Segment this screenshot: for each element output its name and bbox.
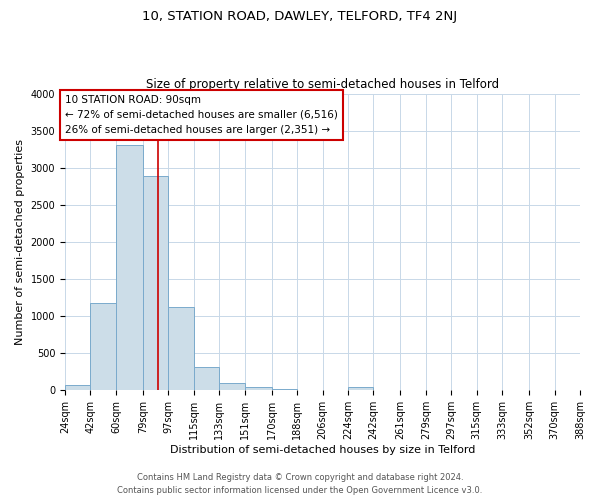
Bar (219, 383, 245, 390)
Text: 10 STATION ROAD: 90sqm
← 72% of semi-detached houses are smaller (6,516)
26% of : 10 STATION ROAD: 90sqm ← 72% of semi-det… (65, 95, 338, 134)
Bar (194, 366, 219, 390)
X-axis label: Distribution of semi-detached houses by size in Telford: Distribution of semi-detached houses by … (170, 445, 475, 455)
Bar (245, 386, 272, 390)
Text: Contains HM Land Registry data © Crown copyright and database right 2024.
Contai: Contains HM Land Registry data © Crown c… (118, 474, 482, 495)
Bar (91, 303, 116, 390)
Bar (348, 388, 373, 390)
Bar (143, 176, 169, 390)
Title: Size of property relative to semi-detached houses in Telford: Size of property relative to semi-detach… (146, 78, 499, 91)
Y-axis label: Number of semi-detached properties: Number of semi-detached properties (15, 139, 25, 345)
Text: 10, STATION ROAD, DAWLEY, TELFORD, TF4 2NJ: 10, STATION ROAD, DAWLEY, TELFORD, TF4 2… (142, 10, 458, 23)
Bar (272, 389, 297, 390)
Bar (65, 385, 91, 390)
Bar (169, 306, 194, 390)
Bar (116, 146, 143, 390)
